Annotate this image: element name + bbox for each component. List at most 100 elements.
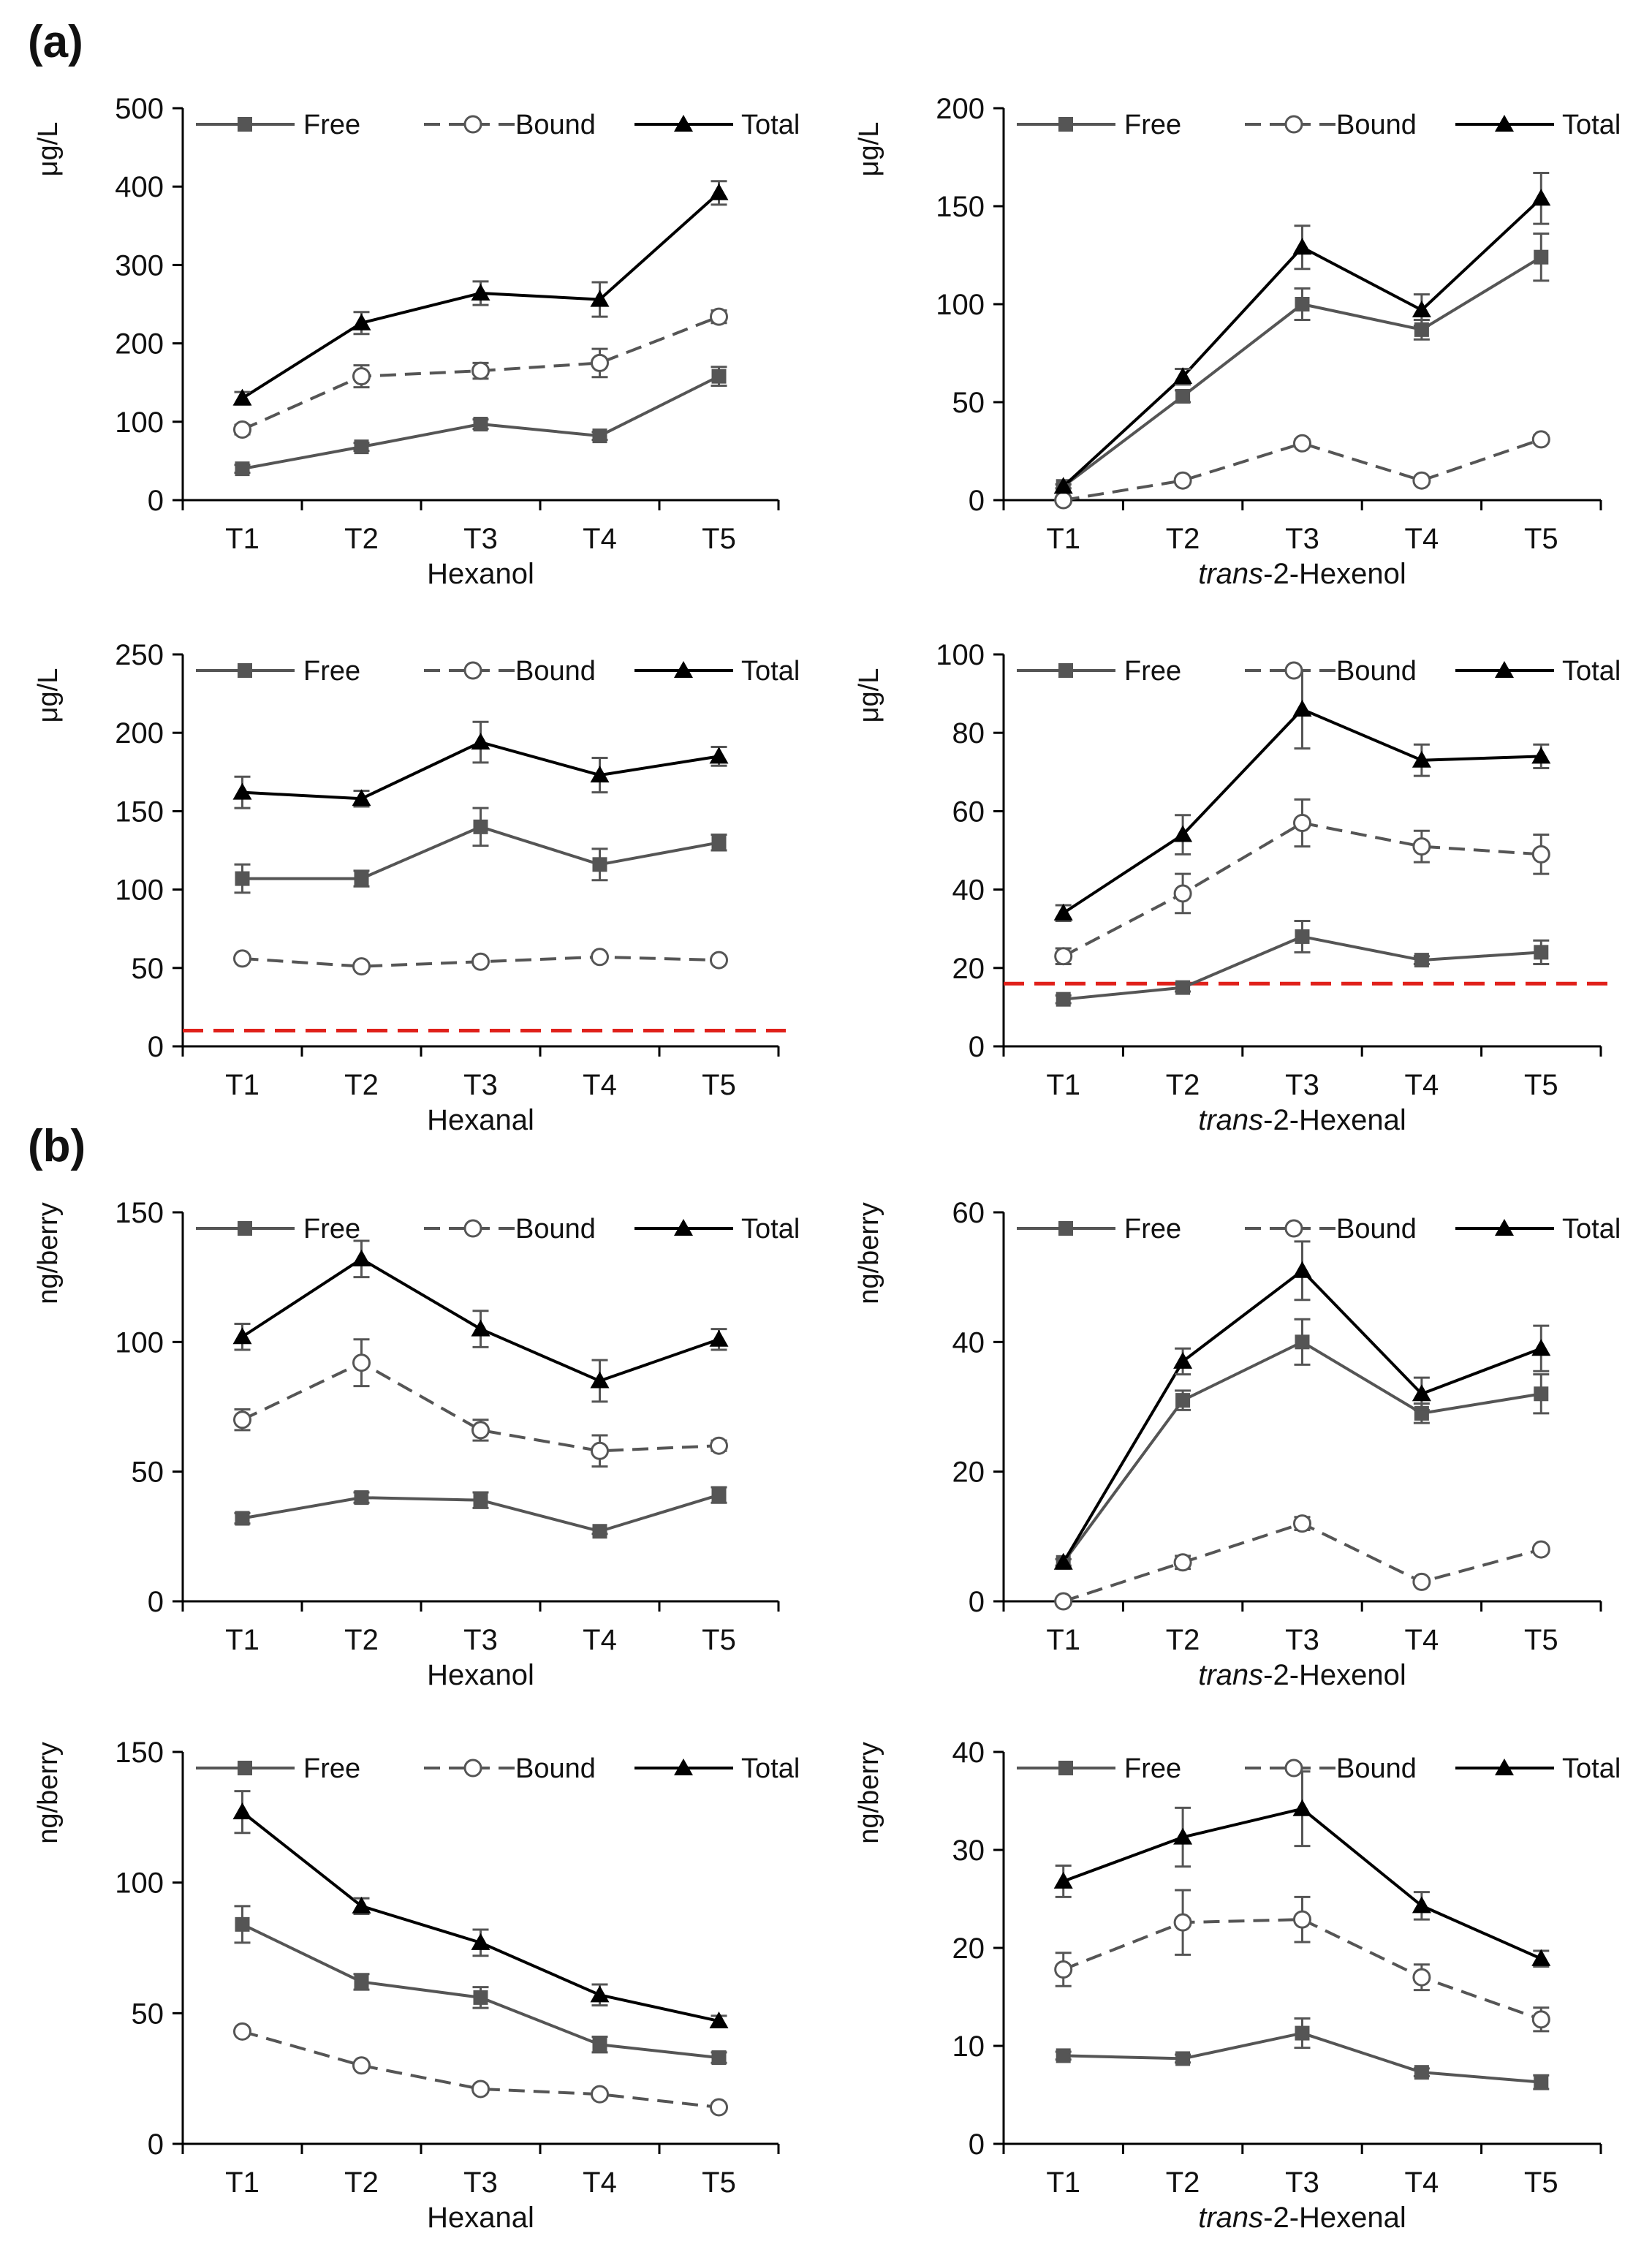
legend-marker-bound: [463, 1759, 482, 1778]
data-point: [232, 1802, 252, 1820]
data-point: [1531, 1339, 1551, 1356]
data-point: [592, 2037, 607, 2052]
y-tick-label: 50: [132, 953, 164, 985]
series-total: [1053, 1770, 1551, 1968]
legend-marker-total: [1495, 1759, 1514, 1775]
x-tick-label: T2: [344, 2167, 379, 2199]
data-point: [1173, 1351, 1193, 1369]
y-tick-label: 30: [952, 1835, 985, 1867]
data-point: [352, 1896, 371, 1914]
series-bound: [1054, 798, 1550, 966]
data-point: [1295, 297, 1310, 311]
data-point: [1531, 430, 1550, 449]
data-point: [1175, 980, 1191, 995]
series-line: [1062, 1918, 1542, 2021]
y-axis-title: μg/L: [33, 122, 64, 177]
legend-label-bound: Bound: [1336, 1753, 1417, 1784]
data-point: [1292, 1799, 1312, 1816]
data-point: [1054, 1960, 1073, 1979]
data-point: [1173, 1553, 1192, 1572]
x-tick-label: T3: [1285, 523, 1319, 555]
data-point: [590, 290, 610, 307]
data-point: [1412, 1968, 1431, 1987]
legend-marker-free: [238, 117, 252, 132]
y-tick-label: 10: [952, 2031, 985, 2063]
x-axis-title-part: -2-Hexenal: [1263, 1104, 1406, 1136]
legend-marker-free: [1058, 117, 1073, 132]
legend: Free Bound Total: [196, 110, 800, 140]
chart-b4: 0 10 20 30 40 T1 T2 T3 T4 T5 trans-2-Hexenal ng/ber…: [854, 1737, 1621, 2234]
x-tick-label: T4: [583, 1069, 617, 1101]
data-point: [471, 1319, 490, 1337]
x-tick-label: T2: [1166, 1069, 1200, 1101]
y-axis-title: μg/L: [33, 668, 64, 723]
series-line: [241, 2030, 719, 2109]
legend: Free Bound Total: [196, 1214, 800, 1244]
legend-label-total: Total: [741, 1214, 800, 1244]
legend: Free Bound Total: [1017, 1753, 1621, 1784]
data-point: [709, 1329, 729, 1347]
y-tick-label: 50: [952, 387, 985, 419]
data-point: [1412, 837, 1431, 856]
x-tick-label: T4: [583, 2167, 617, 2199]
legend-label-total: Total: [1562, 656, 1621, 687]
x-tick-label: T1: [225, 523, 259, 555]
legend-marker-bound: [1284, 115, 1303, 134]
y-tick-label: 20: [952, 1933, 985, 1965]
x-tick-label: T3: [1285, 1624, 1319, 1656]
data-point: [1054, 491, 1073, 510]
x-axis-title-part: Hexanal: [427, 2202, 534, 2234]
legend-label-free: Free: [1124, 110, 1181, 140]
x-tick-label: T3: [463, 523, 498, 555]
series-total: [1053, 668, 1551, 922]
data-point: [1414, 2065, 1429, 2080]
y-tick-label: 300: [115, 249, 164, 282]
series-total: [1053, 1240, 1551, 1570]
y-tick-label: 40: [952, 1737, 985, 1769]
legend-label-free: Free: [1124, 656, 1181, 687]
legend-marker-free: [1058, 663, 1073, 678]
data-point: [471, 1933, 490, 1950]
data-point: [1531, 1949, 1551, 1966]
series-free: [234, 1905, 727, 2066]
x-tick-label: T2: [1166, 523, 1200, 555]
data-point: [591, 2085, 609, 2104]
data-point: [710, 2098, 728, 2117]
legend: Free Bound Total: [1017, 110, 1621, 140]
legend-label-free: Free: [303, 1753, 360, 1784]
series-bound: [233, 1338, 728, 1468]
series-bound: [233, 948, 728, 976]
data-point: [1175, 1393, 1191, 1408]
data-point: [591, 948, 609, 967]
data-point: [352, 1353, 371, 1372]
data-point: [591, 353, 609, 372]
data-point: [1534, 945, 1549, 960]
data-point: [1531, 189, 1551, 206]
data-point: [471, 952, 490, 971]
x-tick-label: T2: [344, 1069, 379, 1101]
y-tick-label: 100: [936, 639, 985, 671]
x-tick-label: T2: [1166, 1624, 1200, 1656]
series-free: [1055, 919, 1550, 1007]
x-tick-label: T4: [1405, 1624, 1439, 1656]
legend-marker-bound: [1284, 1759, 1303, 1778]
data-point: [354, 1490, 369, 1506]
y-tick-label: 0: [148, 2129, 164, 2161]
data-point: [590, 1985, 610, 2003]
legend-label-bound: Bound: [515, 110, 596, 140]
x-tick-label: T2: [344, 523, 379, 555]
data-point: [591, 1441, 609, 1460]
data-point: [1534, 1386, 1549, 1402]
x-tick-label: T1: [1046, 523, 1080, 555]
data-point: [1053, 477, 1073, 494]
x-axis-title-part: trans: [1198, 1659, 1263, 1691]
y-axis-title: ng/berry: [854, 1202, 884, 1304]
legend-label-total: Total: [741, 110, 800, 140]
data-point: [1054, 947, 1073, 966]
legend-label-total: Total: [741, 656, 800, 687]
x-tick-label: T3: [463, 1069, 498, 1101]
data-point: [1054, 1592, 1073, 1611]
data-point: [1412, 471, 1431, 490]
x-axis-title: trans-2-Hexenal: [1198, 2202, 1406, 2234]
